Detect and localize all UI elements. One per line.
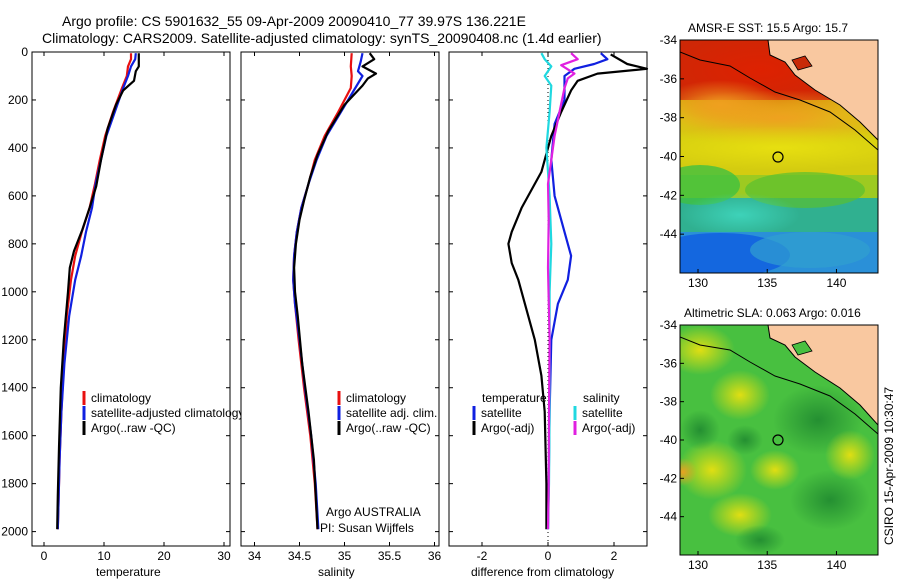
y-tick-label: -44 xyxy=(660,510,678,524)
y-tick-label: 2000 xyxy=(1,525,28,539)
sla-map: Altimetric SLA: 0.063 Argo: 0.016 130 135… xyxy=(660,306,879,572)
y-tick-label: 1400 xyxy=(1,381,28,395)
y-tick-label: -34 xyxy=(660,33,678,47)
salinity-legend: climatology satellite adj. clim. Argo(..… xyxy=(337,391,437,435)
temperature-panel: 0 200 400 600 800 1000 1200 1400 1600 1800 2000 0 10… xyxy=(1,45,244,579)
x-tick-label: -2 xyxy=(477,549,488,563)
legend-label-temp-argo: Argo(-adj) xyxy=(481,421,534,435)
legend-header-temperature: temperature xyxy=(482,391,547,405)
series-line-argo-raw-qc- xyxy=(56,53,140,530)
sst-map-title: AMSR-E SST: 15.5 Argo: 15.7 xyxy=(688,21,848,35)
temperature-ticks: 0 200 400 600 800 1000 1200 1400 1600 1800 2000 0 10… xyxy=(1,45,231,563)
y-tick-label: -40 xyxy=(660,433,678,447)
series-line-temperature-argo-adj- xyxy=(507,53,649,530)
sla-map-ticks: 130 135 140 -34 -36 -38 -40 -42 -44 xyxy=(660,318,847,572)
difference-xlabel: difference from climatology xyxy=(471,565,614,579)
legend-header-salinity: salinity xyxy=(583,391,620,405)
x-tick-label: 130 xyxy=(688,276,708,290)
y-tick-label: -36 xyxy=(660,72,678,86)
x-tick-label: 140 xyxy=(826,276,846,290)
x-tick-label: 34.5 xyxy=(288,549,312,563)
salinity-ticks: 34 34.5 35 35.5 36 xyxy=(241,51,442,563)
salinity-series xyxy=(292,52,378,530)
x-tick-label: 0 xyxy=(545,549,552,563)
temperature-legend: climatology satellite-adjusted climatolo… xyxy=(82,391,244,435)
temperature-xlabel: temperature xyxy=(96,565,161,579)
sst-map-field xyxy=(680,40,878,273)
y-tick-label: -42 xyxy=(660,188,678,202)
legend-label-argo: Argo(..raw -QC) xyxy=(346,421,431,435)
x-tick-label: 36 xyxy=(428,549,442,563)
annotation-pi: PI: Susan Wijffels xyxy=(320,521,414,535)
y-tick-label: 600 xyxy=(8,189,28,203)
salinity-xlabel: salinity xyxy=(318,565,355,579)
difference-panel: -2 0 2 difference from climatology tempera… xyxy=(448,51,649,579)
y-tick-label: -36 xyxy=(660,356,678,370)
y-tick-label: 1000 xyxy=(1,285,28,299)
series-line-satellite-adjusted-climatology xyxy=(56,53,137,530)
temperature-series xyxy=(56,53,140,530)
sla-map-field xyxy=(680,325,878,555)
legend-label-sal-satellite: satellite xyxy=(582,406,623,420)
x-tick-label: 30 xyxy=(217,549,231,563)
y-tick-label: -42 xyxy=(660,471,678,485)
legend-label-satellite: satellite-adjusted climatology xyxy=(91,406,244,420)
y-tick-label: 1600 xyxy=(1,429,28,443)
x-tick-label: 20 xyxy=(157,549,171,563)
difference-ticks: -2 0 2 xyxy=(449,51,647,563)
x-tick-label: 140 xyxy=(826,558,846,572)
legend-label-satellite: satellite adj. clim. xyxy=(346,406,437,420)
y-tick-label: -40 xyxy=(660,150,678,164)
x-tick-label: 135 xyxy=(757,558,777,572)
y-tick-label: -38 xyxy=(660,111,678,125)
difference-series xyxy=(507,52,649,530)
x-tick-label: 35 xyxy=(338,549,352,563)
legend-label-climatology: climatology xyxy=(346,391,406,405)
annotation-argo-australia: Argo AUSTRALIA xyxy=(326,505,421,519)
legend-label-argo: Argo(..raw -QC) xyxy=(91,421,176,435)
temperature-axes xyxy=(31,51,231,547)
x-tick-label: 0 xyxy=(41,549,48,563)
sst-argo-marker xyxy=(772,151,784,163)
x-tick-label: 35.5 xyxy=(378,549,402,563)
y-tick-label: 1800 xyxy=(1,477,28,491)
sst-map: AMSR-E SST: 15.5 Argo: 15.7 130 135 140 -34… xyxy=(660,21,879,290)
credit-text: CSIRO 15-Apr-2009 10:30:47 xyxy=(882,387,896,545)
legend-label-sal-argo: Argo(-adj) xyxy=(582,421,635,435)
x-tick-label: 135 xyxy=(757,276,777,290)
y-tick-label: -38 xyxy=(660,395,678,409)
y-tick-label: -44 xyxy=(660,227,678,241)
legend-label-temp-satellite: satellite xyxy=(481,406,522,420)
y-tick-label: 200 xyxy=(8,93,28,107)
title-line-2: Climatology: CARS2009. Satellite-adjuste… xyxy=(42,30,602,46)
title-line-1: Argo profile: CS 5901632_55 09-Apr-2009 … xyxy=(62,13,526,29)
x-tick-label: 130 xyxy=(688,558,708,572)
y-tick-label: 0 xyxy=(21,45,28,59)
x-tick-label: 10 xyxy=(97,549,111,563)
series-line-argo-raw-qc- xyxy=(293,52,378,530)
x-tick-label: 2 xyxy=(611,549,618,563)
sla-map-title: Altimetric SLA: 0.063 Argo: 0.016 xyxy=(684,306,861,320)
y-tick-label: 400 xyxy=(8,141,28,155)
salinity-panel: 34 34.5 35 35.5 36 salinity climatology sate… xyxy=(240,51,442,579)
series-line-temperature-satellite xyxy=(546,52,609,530)
y-tick-label: 800 xyxy=(8,237,28,251)
y-tick-label: 1200 xyxy=(1,333,28,347)
legend-label-climatology: climatology xyxy=(91,391,151,405)
series-line-salinity-argo-adj- xyxy=(546,52,579,530)
difference-legend: temperature satellite Argo(-adj) salinit… xyxy=(472,391,635,435)
sst-map-ticks: 130 135 140 -34 -36 -38 -40 -42 -44 xyxy=(660,33,847,290)
y-tick-label: -34 xyxy=(660,318,678,332)
salinity-axes xyxy=(240,51,440,547)
sla-argo-marker xyxy=(772,434,784,446)
x-tick-label: 34 xyxy=(248,549,262,563)
